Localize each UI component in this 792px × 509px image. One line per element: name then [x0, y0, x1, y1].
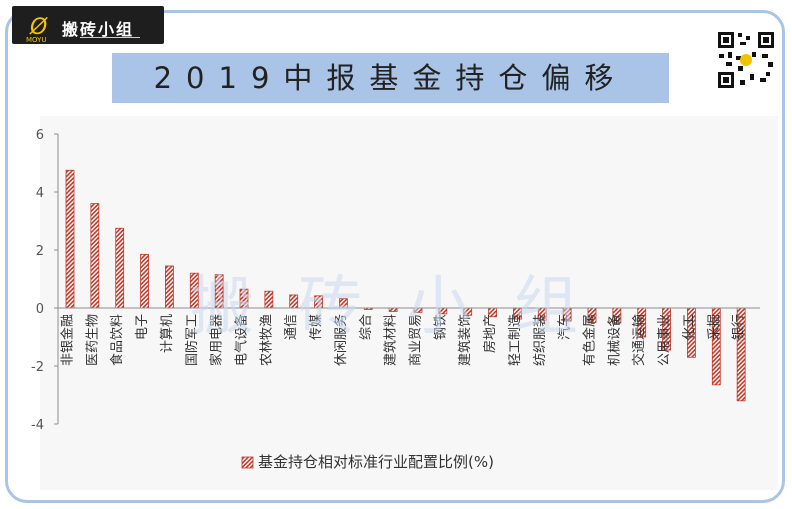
bar — [239, 288, 249, 309]
y-tick-label: -4 — [31, 418, 44, 433]
bar — [314, 295, 323, 309]
plot-area — [40, 116, 778, 490]
chart-title: 2019中报基金持仓偏移 — [153, 61, 628, 95]
bar — [289, 294, 299, 309]
category-label: 轻工制造 — [508, 314, 523, 366]
category-label: 休闲服务 — [333, 314, 349, 366]
category-label: 有色金属 — [582, 314, 598, 366]
category-label: 国防军工 — [184, 314, 200, 366]
title-banner: 2019中报基金持仓偏移 — [112, 53, 669, 103]
bar — [264, 290, 274, 309]
logo-mark-icon: Ø — [30, 15, 48, 40]
category-label: 计算机 — [160, 314, 175, 353]
bar — [339, 298, 348, 309]
bar — [214, 274, 224, 309]
logo-divider — [80, 37, 140, 38]
category-label: 房地产 — [482, 314, 498, 353]
bar — [413, 307, 423, 313]
brand-logo: Ø MOYU 搬砖小组 — [12, 6, 164, 44]
bar — [90, 203, 100, 309]
bar — [140, 253, 149, 309]
logo-brand-text: 搬砖小组 — [62, 20, 135, 39]
y-tick-label: 0 — [36, 302, 44, 317]
category-label: 银行 — [732, 314, 747, 340]
category-label: 非银金融 — [60, 314, 76, 366]
legend-swatch — [241, 456, 254, 469]
category-label: 食品饮料 — [109, 314, 125, 366]
category-label: 传媒 — [309, 314, 324, 340]
category-label: 电气设备 — [234, 314, 250, 366]
category-label: 通信 — [284, 314, 299, 340]
legend-label: 基金持仓相对标准行业配置比例(%) — [258, 453, 494, 471]
category-label: 交通运输 — [631, 314, 647, 366]
qr-code-icon — [716, 30, 776, 90]
category-label: 纺织服装 — [533, 314, 548, 366]
category-label: 农林牧渔 — [259, 314, 274, 366]
category-label: 机械设备 — [606, 314, 622, 366]
category-label: 建筑材料 — [383, 314, 399, 366]
y-tick-label: -2 — [31, 360, 44, 375]
category-label: 医药生物 — [85, 314, 100, 366]
category-label: 采掘 — [707, 314, 722, 340]
category-label: 公用事业 — [657, 314, 672, 366]
bar — [189, 272, 199, 309]
bar — [165, 265, 174, 309]
category-label: 商业贸易 — [409, 314, 424, 366]
logo-moyu-text: MOYU — [26, 36, 47, 44]
category-label: 综合 — [359, 314, 374, 340]
category-label: 汽车 — [557, 314, 573, 340]
category-label: 化工 — [682, 314, 697, 340]
category-label: 钢铁 — [433, 314, 448, 340]
y-tick-label: 4 — [36, 186, 44, 201]
category-label: 电子 — [135, 314, 150, 340]
bar — [438, 307, 448, 315]
bar — [115, 227, 125, 309]
category-label: 建筑装饰 — [457, 314, 473, 366]
bar — [65, 169, 75, 309]
category-label: 家用电器 — [209, 314, 225, 366]
y-tick-label: 6 — [36, 128, 44, 143]
bar — [388, 307, 398, 312]
y-tick-label: 2 — [36, 244, 44, 259]
